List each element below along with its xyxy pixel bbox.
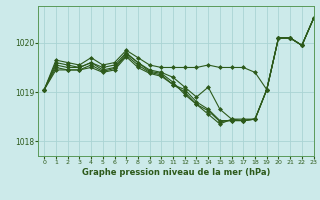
- X-axis label: Graphe pression niveau de la mer (hPa): Graphe pression niveau de la mer (hPa): [82, 168, 270, 177]
